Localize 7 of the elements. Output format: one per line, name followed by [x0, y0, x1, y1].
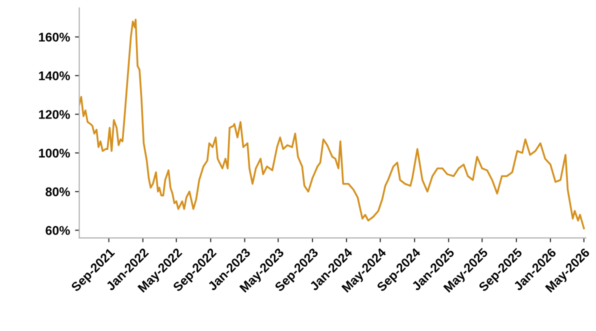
y-tick-label: 100% [39, 148, 70, 158]
y-tick-label: 160% [39, 32, 70, 42]
line-series [79, 18, 585, 230]
y-tick-label: 120% [39, 110, 70, 119]
y-tick-label: 140% [39, 71, 70, 80]
y-tick-label: 80% [46, 187, 70, 196]
y-tick-label: 60% [46, 226, 70, 235]
